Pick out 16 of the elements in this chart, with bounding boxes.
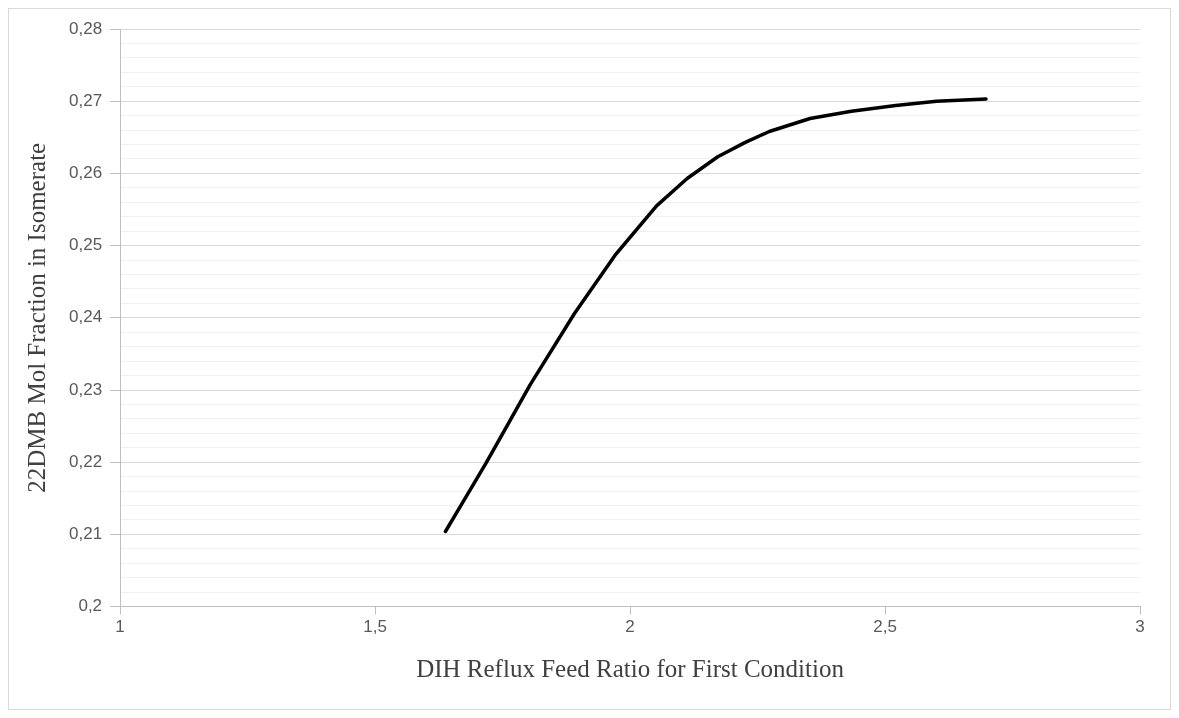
y-axis-title: 22DMB Mol Fraction in Isomerate [22, 142, 50, 493]
y-tick-label: 0,28 [68, 18, 103, 38]
x-tick-label: 2,5 [873, 617, 897, 637]
x-tick-label: 2 [625, 617, 635, 637]
y-tick-label: 0,27 [68, 90, 103, 110]
x-tick-label: 1 [115, 617, 125, 637]
y-tick-label: 0,26 [68, 163, 103, 183]
y-tick-label: 0,21 [68, 524, 103, 544]
y-tick-label: 0,24 [68, 307, 103, 327]
y-tick-label: 0,22 [68, 451, 103, 471]
x-tick-label: 1,5 [363, 617, 387, 637]
y-tick-label: 0,2 [78, 596, 103, 616]
x-axis-title: DIH Reflux Feed Ratio for First Condition [416, 654, 845, 682]
y-tick-label: 0,23 [68, 379, 103, 399]
y-tick-label: 0,25 [68, 235, 103, 255]
x-tick-label: 3 [1135, 617, 1145, 637]
